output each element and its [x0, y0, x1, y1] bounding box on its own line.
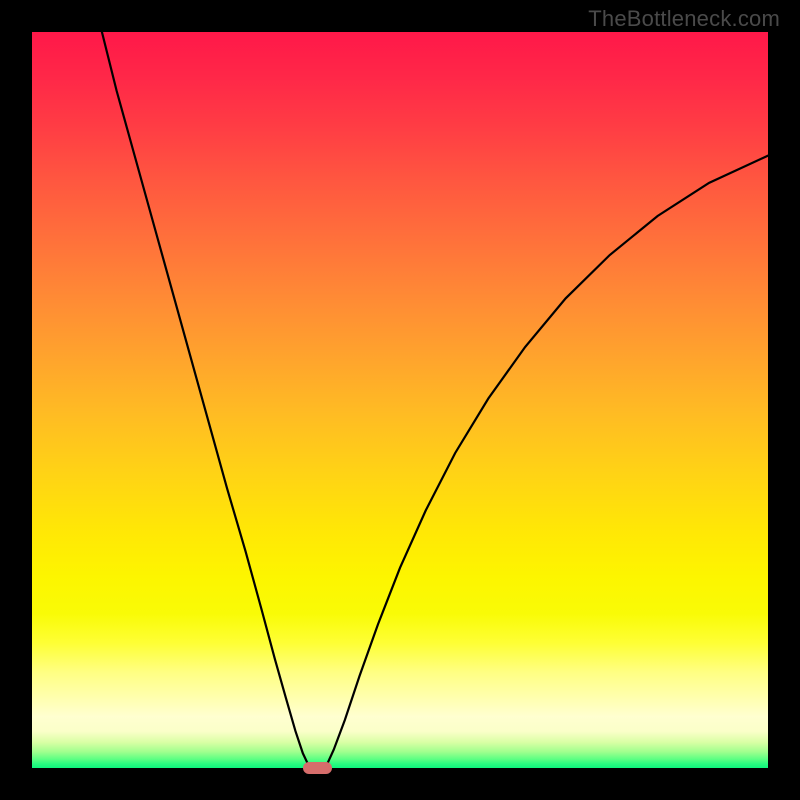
- plot-area: [32, 32, 768, 768]
- bottleneck-curve-left: [102, 32, 309, 766]
- watermark-text: TheBottleneck.com: [588, 6, 780, 32]
- optimum-marker: [303, 762, 332, 773]
- curve-layer: [32, 32, 768, 768]
- bottleneck-curve-right: [326, 156, 768, 766]
